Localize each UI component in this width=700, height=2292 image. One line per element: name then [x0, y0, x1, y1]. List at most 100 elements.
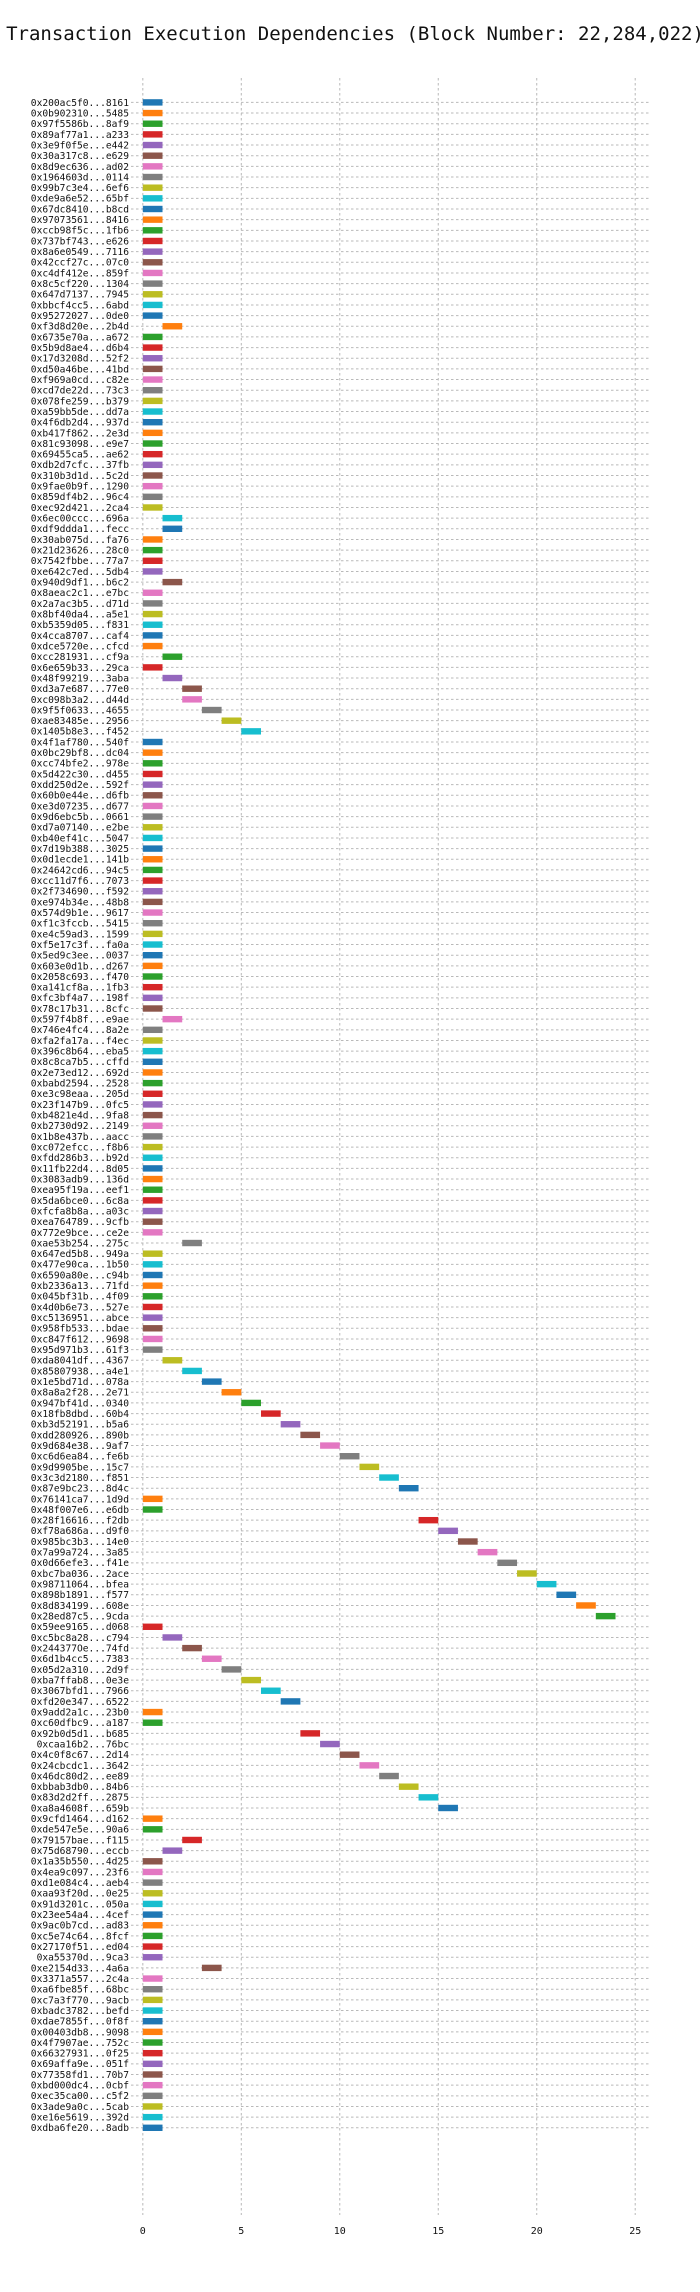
transaction-bar [142, 930, 163, 938]
transaction-bar [142, 1346, 163, 1353]
bars-layer [142, 99, 616, 2131]
transaction-label: 0x940d9df1...b6c2 [31, 578, 129, 589]
transaction-label: 0xaa93f20d...0e25 [31, 1889, 129, 1900]
x-tick-label: 0 [140, 2226, 146, 2237]
transaction-label: 0xe3d07235...d677 [31, 801, 129, 812]
transaction-label: 0x5da6bce0...6c8a [31, 1196, 129, 1207]
transaction-bar [142, 1900, 163, 1908]
transaction-bar [497, 1559, 518, 1567]
transaction-label: 0xc4df412e...859f [31, 268, 129, 279]
transaction-label: 0x4cca8707...caf4 [31, 631, 129, 642]
transaction-label: 0x89af77a1...a233 [31, 130, 129, 141]
transaction-label: 0xcc281931...cf9a [31, 652, 129, 663]
transaction-bar [359, 1762, 380, 1769]
transaction-bar [142, 1325, 163, 1332]
transaction-label: 0x98711064...bfea [31, 1580, 129, 1591]
transaction-label: 0x92b0d5d1...b685 [31, 1729, 129, 1740]
transaction-label: 0x48f99219...3aba [31, 673, 129, 684]
transaction-label: 0x310b3d1d...5c2d [31, 471, 129, 482]
transaction-bar [142, 983, 163, 991]
transaction-label: 0x3371a557...2c4a [31, 1974, 129, 1985]
transaction-bar [457, 1538, 478, 1545]
transaction-label: 0xa6fbe85f...68bc [31, 1985, 129, 1996]
transaction-label: 0xb417f862...2e3d [31, 428, 129, 439]
transaction-bar [142, 1922, 163, 1929]
transaction-label: 0x8a6e0549...7116 [31, 247, 129, 258]
transaction-label: 0xb2336a13...71fd [31, 1281, 129, 1292]
transaction-label: 0xe642c7ed...5db4 [31, 567, 129, 578]
transaction-bar [142, 2007, 163, 2014]
x-tick-label: 15 [432, 2226, 444, 2237]
transaction-label: 0xdce5720e...cfcd [31, 641, 129, 652]
transaction-bar [142, 1186, 163, 1193]
transaction-bar [142, 472, 163, 479]
transaction-bar [142, 1986, 163, 1993]
transaction-bar [142, 1090, 163, 1097]
transaction-label: 0x958fb533...bdae [31, 1324, 129, 1335]
transaction-bar [418, 1516, 439, 1524]
transaction-label: 0xc5e74c64...8fcf [31, 1931, 129, 1942]
transaction-label: 0xb3d52191...b5a6 [31, 1420, 129, 1431]
transaction-bar [142, 397, 163, 405]
transaction-bar [536, 1580, 557, 1588]
transaction-bar [142, 1197, 163, 1204]
transaction-bar [142, 408, 163, 415]
transaction-bar [142, 237, 163, 245]
transaction-bar [221, 1666, 242, 1673]
transaction-label: 0xf969a0cd...c82e [31, 375, 129, 386]
transaction-label: 0xcc74bfe2...978e [31, 759, 129, 770]
transaction-bar [142, 355, 163, 362]
transaction-bar [142, 2039, 163, 2046]
transaction-label: 0xc072efcc...f8b6 [31, 1142, 129, 1153]
transaction-bar [576, 1602, 596, 1609]
transaction-bar [162, 1357, 183, 1364]
transaction-label: 0xde9a6e52...65bf [31, 194, 129, 205]
transaction-bar [142, 504, 163, 511]
transaction-label: 0xd1e084c4...aeb4 [31, 1878, 129, 1889]
transaction-label: 0xa55370d...9ca3 [37, 1953, 130, 1964]
y-axis-labels: 0x200ac5f0...81610x0b902310...54850x97f5… [31, 98, 129, 2134]
transaction-label: 0x3ade9a0c...5cab [31, 2102, 129, 2113]
transaction-bar [142, 1250, 163, 1257]
transaction-bar [142, 141, 163, 149]
transaction-bar [142, 429, 163, 437]
transaction-label: 0xc847f612...9698 [31, 1334, 129, 1345]
transaction-bar [398, 1485, 419, 1492]
transaction-bar [201, 706, 222, 714]
transaction-bar [142, 898, 163, 906]
transaction-bar [142, 962, 163, 970]
transaction-bar [339, 1751, 360, 1758]
transaction-label: 0x97073561...8416 [31, 215, 129, 226]
transaction-label: 0xfcfa8b8a...a03c [31, 1206, 129, 1217]
transaction-bar [142, 781, 163, 788]
transaction-bar [142, 120, 163, 127]
transaction-bar [142, 1282, 163, 1289]
transaction-bar [142, 365, 163, 373]
transaction-label: 0x647d7137...7945 [31, 290, 129, 301]
transaction-label: 0xe974b34e...48b8 [31, 897, 129, 908]
transaction-bar [142, 1303, 163, 1311]
transaction-label: 0xbadc3782...befd [31, 2006, 129, 2017]
transaction-label: 0x78c17b31...8cfc [31, 1004, 129, 1015]
transaction-label: 0xd50a46be...41bd [31, 364, 129, 375]
transaction-label: 0x1e5bd71d...078a [31, 1377, 129, 1388]
transaction-bar [142, 291, 163, 298]
transaction-label: 0xde547e5e...90a6 [31, 1825, 129, 1836]
transaction-label: 0xbbcf4cc5...6abd [31, 300, 129, 311]
transaction-bar [142, 738, 163, 746]
transaction-bar [379, 1772, 399, 1780]
transaction-bar [260, 1687, 281, 1694]
transaction-label: 0x477e90ca...1b50 [31, 1260, 129, 1271]
transaction-label: 0x2f734690...f592 [31, 887, 129, 898]
transaction-bar [162, 1847, 183, 1854]
transaction-label: 0x66327931...0f25 [31, 2049, 129, 2060]
transaction-bar [142, 600, 163, 607]
transaction-label: 0xccb98f5c...1fb6 [31, 226, 129, 237]
x-tick-label: 25 [629, 2226, 641, 2237]
transaction-bar [142, 163, 163, 170]
transaction-label: 0x985bc3b3...14e0 [31, 1537, 129, 1548]
transaction-bar [142, 1122, 163, 1129]
transaction-label: 0xec92d421...2ca4 [31, 503, 129, 514]
x-tick-label: 5 [238, 2226, 244, 2237]
